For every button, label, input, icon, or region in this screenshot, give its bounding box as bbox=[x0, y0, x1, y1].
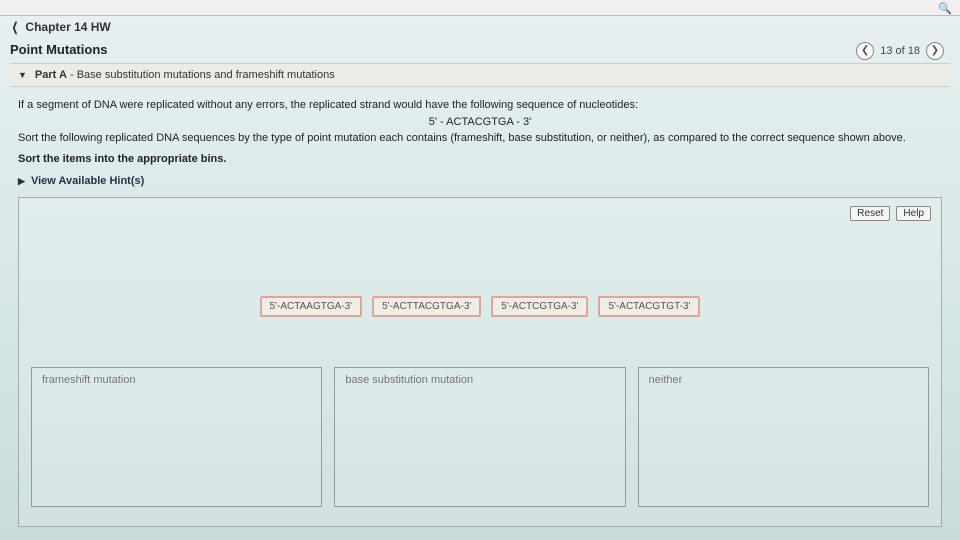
instructions: If a segment of DNA were replicated with… bbox=[0, 87, 960, 171]
zoom-icon[interactable]: 🔍 bbox=[938, 2, 952, 13]
help-button[interactable]: Help bbox=[896, 206, 931, 221]
instruction-line2: Sort the following replicated DNA sequen… bbox=[18, 130, 942, 147]
page-title: Point Mutations bbox=[0, 38, 118, 63]
draggable-items: 5'-ACTAAGTGA-3' 5'-ACTTACGTGA-3' 5'-ACTC… bbox=[27, 296, 933, 317]
drop-bins: frameshift mutation base substitution mu… bbox=[27, 367, 933, 507]
breadcrumb-text: Chapter 14 HW bbox=[25, 20, 110, 34]
pager: ❮ 13 of 18 ❯ bbox=[856, 42, 960, 60]
hints-label: View Available Hint(s) bbox=[31, 175, 144, 187]
window-topbar: 🔍 bbox=[0, 0, 960, 16]
bin-frameshift[interactable]: frameshift mutation bbox=[31, 367, 322, 507]
bin-label: frameshift mutation bbox=[42, 374, 136, 386]
reset-button[interactable]: Reset bbox=[850, 206, 890, 221]
sequence-chip[interactable]: 5'-ACTAAGTGA-3' bbox=[260, 296, 363, 317]
next-button[interactable]: ❯ bbox=[926, 42, 944, 60]
part-dash: - bbox=[70, 69, 77, 81]
part-label: Part A bbox=[35, 69, 67, 81]
instruction-line3: Sort the items into the appropriate bins… bbox=[18, 153, 226, 165]
part-header[interactable]: ▼ Part A - Base substitution mutations a… bbox=[10, 63, 950, 87]
chevron-left-icon: ❮ bbox=[12, 20, 18, 34]
bin-base-substitution[interactable]: base substitution mutation bbox=[334, 367, 625, 507]
triangle-down-icon: ▼ bbox=[18, 70, 27, 80]
sequence-chip[interactable]: 5'-ACTACGTGT-3' bbox=[598, 296, 700, 317]
prev-button[interactable]: ❮ bbox=[856, 42, 874, 60]
part-subtitle: Base substitution mutations and frameshi… bbox=[77, 69, 335, 81]
bin-label: neither bbox=[649, 374, 683, 386]
triangle-right-icon: ▶ bbox=[18, 176, 25, 187]
reference-sequence: 5' - ACTACGTGA - 3' bbox=[18, 114, 942, 131]
view-hints-toggle[interactable]: ▶ View Available Hint(s) bbox=[0, 171, 960, 191]
breadcrumb[interactable]: ❮ Chapter 14 HW bbox=[0, 16, 960, 38]
sorting-workarea: Reset Help 5'-ACTAAGTGA-3' 5'-ACTTACGTGA… bbox=[18, 197, 942, 527]
instruction-line1: If a segment of DNA were replicated with… bbox=[18, 97, 942, 114]
bin-neither[interactable]: neither bbox=[638, 367, 929, 507]
pager-text: 13 of 18 bbox=[880, 45, 920, 57]
bin-label: base substitution mutation bbox=[345, 374, 473, 386]
sequence-chip[interactable]: 5'-ACTTACGTGA-3' bbox=[372, 296, 481, 317]
sequence-chip[interactable]: 5'-ACTCGTGA-3' bbox=[491, 296, 588, 317]
